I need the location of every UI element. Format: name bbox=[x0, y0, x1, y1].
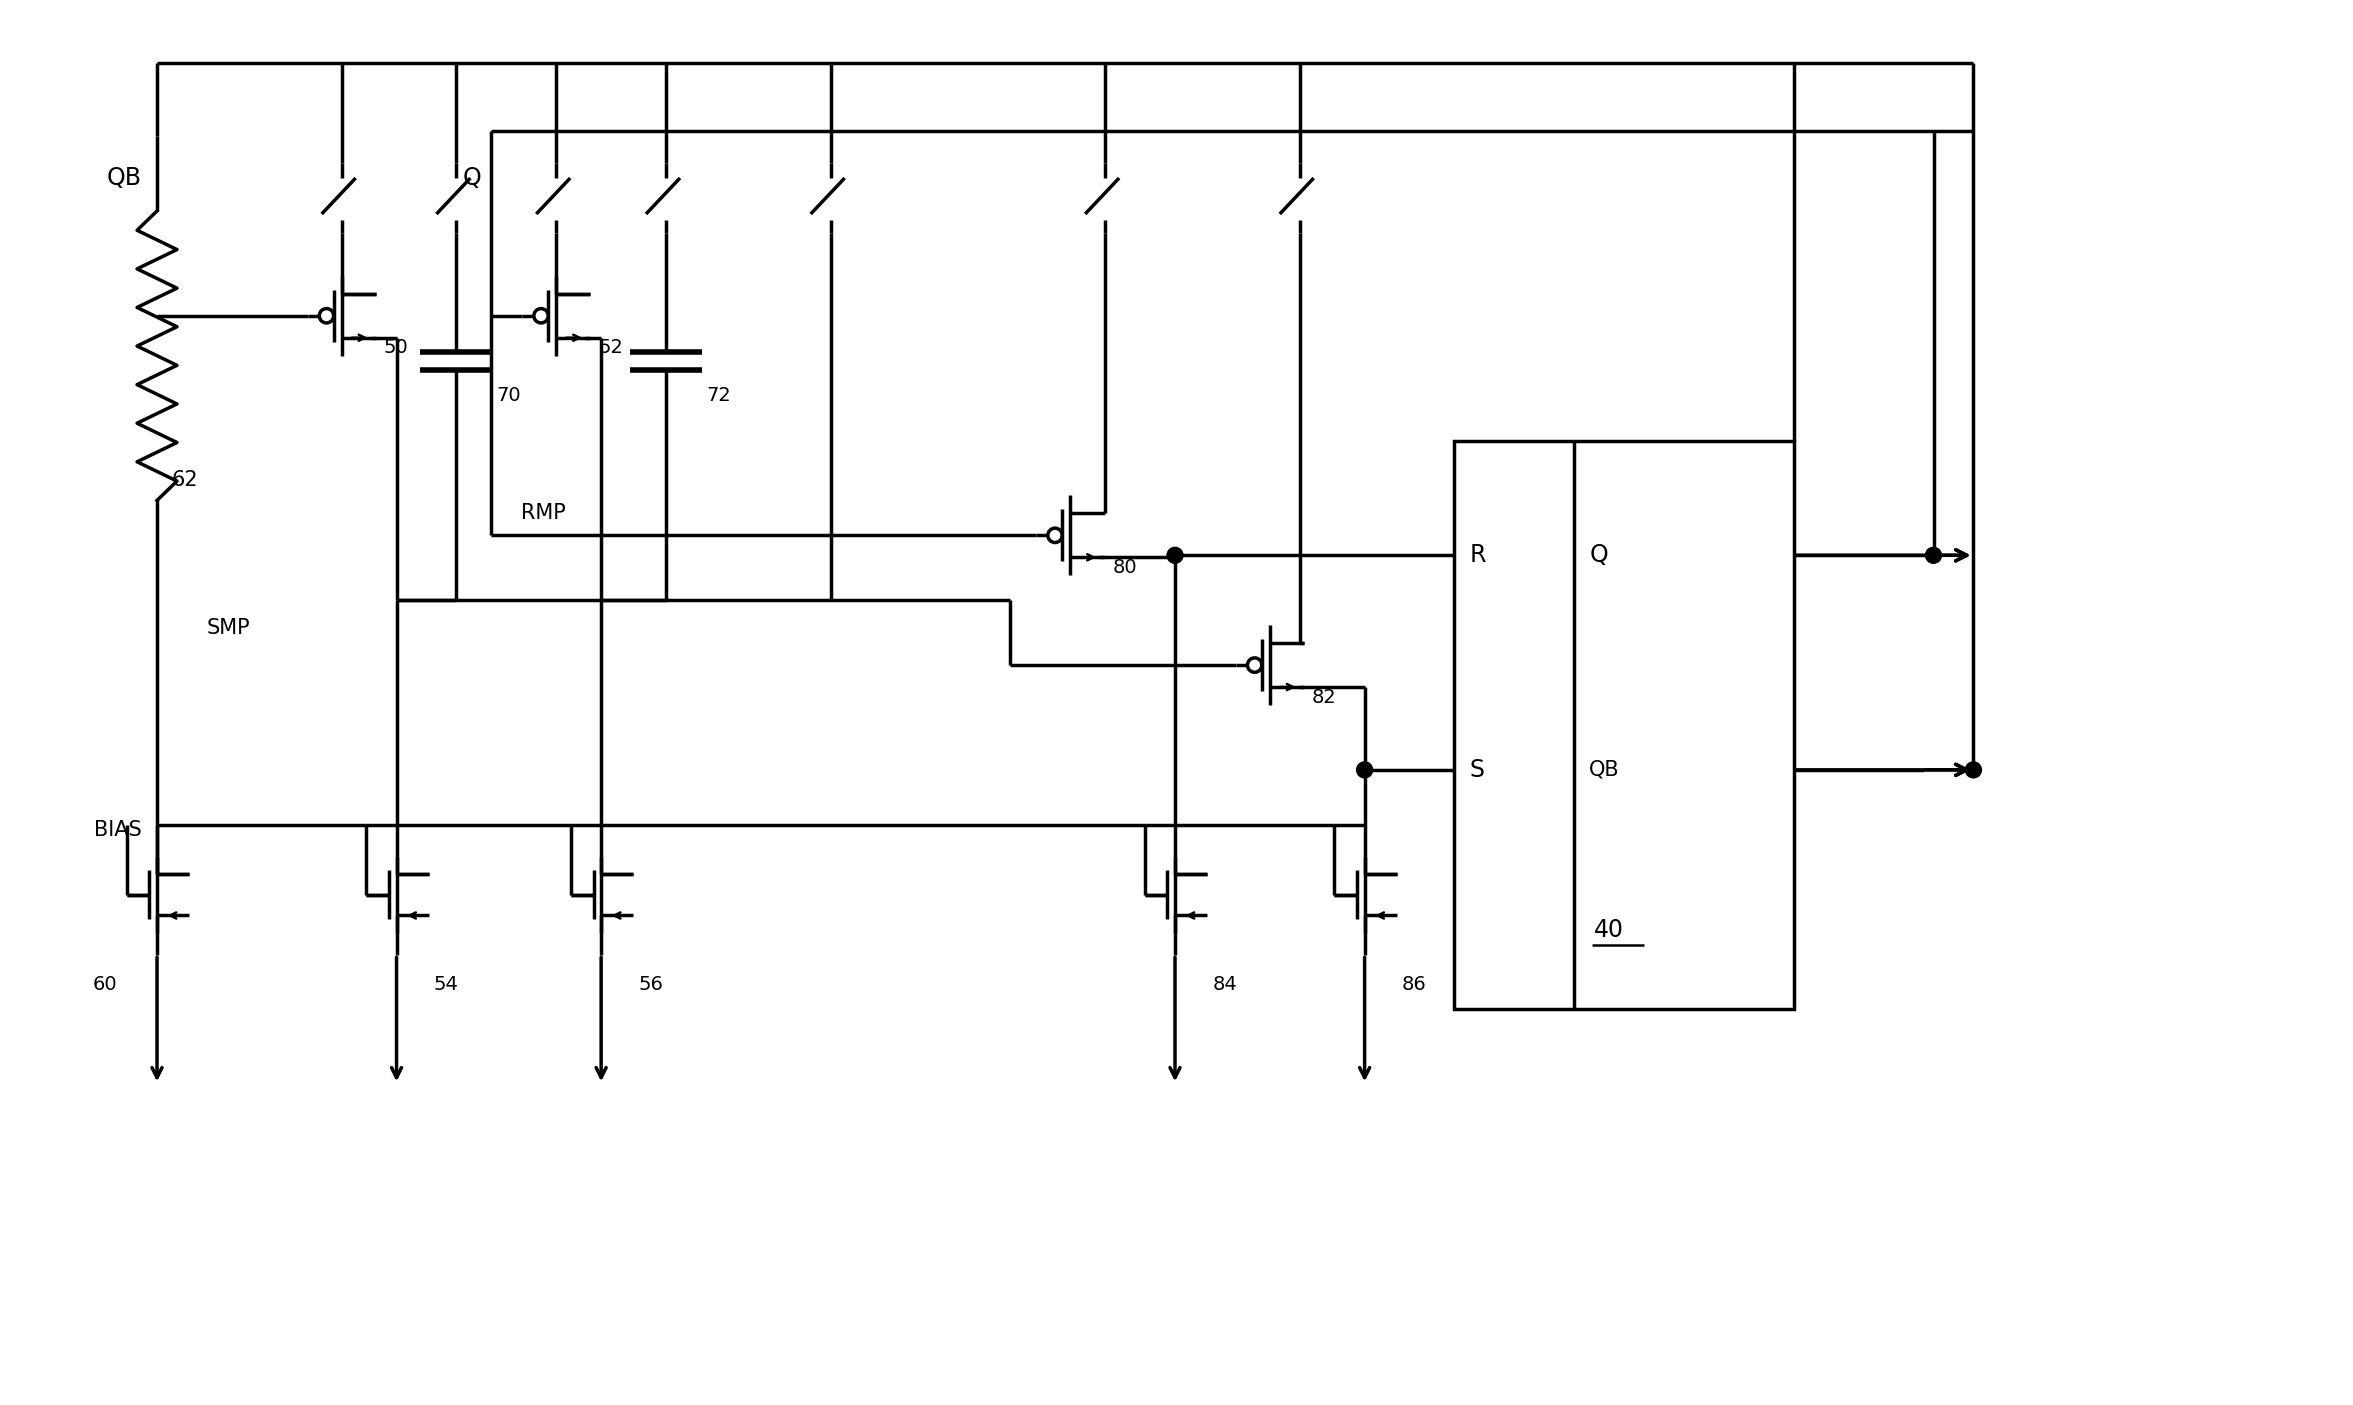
Text: RMP: RMP bbox=[522, 503, 567, 524]
Text: QB: QB bbox=[106, 166, 141, 190]
Circle shape bbox=[1965, 762, 1981, 778]
Text: 54: 54 bbox=[433, 975, 459, 993]
Text: S: S bbox=[1468, 757, 1485, 781]
Bar bbox=[1454, 441, 1793, 1009]
Text: Q: Q bbox=[464, 166, 482, 190]
Text: 40: 40 bbox=[1595, 917, 1624, 941]
Text: 80: 80 bbox=[1113, 558, 1136, 577]
Text: R: R bbox=[1468, 544, 1487, 568]
Circle shape bbox=[1358, 762, 1372, 778]
Text: 82: 82 bbox=[1311, 687, 1337, 707]
Text: 50: 50 bbox=[384, 339, 409, 357]
Circle shape bbox=[1925, 548, 1941, 563]
Text: 86: 86 bbox=[1402, 975, 1426, 993]
Text: 70: 70 bbox=[496, 386, 520, 405]
Text: 56: 56 bbox=[638, 975, 664, 993]
Text: SMP: SMP bbox=[207, 618, 249, 638]
Text: 62: 62 bbox=[172, 471, 198, 490]
Text: 72: 72 bbox=[706, 386, 732, 405]
Text: 60: 60 bbox=[92, 975, 118, 993]
Circle shape bbox=[1167, 548, 1184, 563]
Text: 84: 84 bbox=[1212, 975, 1238, 993]
Text: BIAS: BIAS bbox=[94, 819, 141, 840]
Text: Q: Q bbox=[1588, 544, 1607, 568]
Text: 52: 52 bbox=[598, 339, 624, 357]
Text: QB: QB bbox=[1588, 760, 1619, 780]
